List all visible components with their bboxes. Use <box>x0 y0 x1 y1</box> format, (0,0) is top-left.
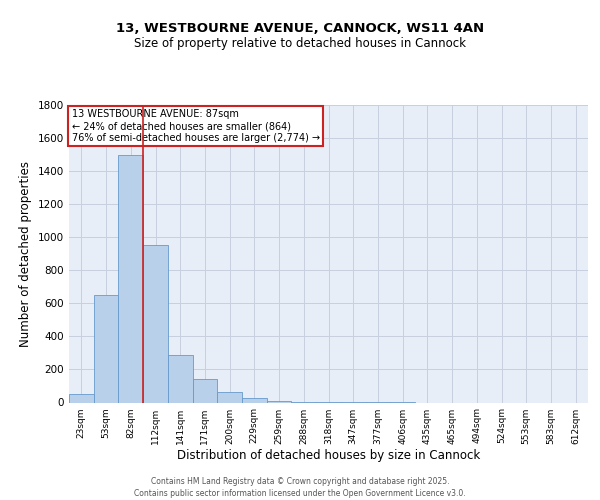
Bar <box>69 394 94 402</box>
Bar <box>94 295 118 403</box>
Text: Contains HM Land Registry data © Crown copyright and database right 2025.
Contai: Contains HM Land Registry data © Crown c… <box>134 476 466 498</box>
Y-axis label: Number of detached properties: Number of detached properties <box>19 161 32 347</box>
Bar <box>242 398 267 402</box>
X-axis label: Distribution of detached houses by size in Cannock: Distribution of detached houses by size … <box>177 450 480 462</box>
Text: 13 WESTBOURNE AVENUE: 87sqm
← 24% of detached houses are smaller (864)
76% of se: 13 WESTBOURNE AVENUE: 87sqm ← 24% of det… <box>71 110 320 142</box>
Bar <box>267 401 292 402</box>
Bar <box>168 354 193 403</box>
Bar <box>118 154 143 402</box>
Text: Size of property relative to detached houses in Cannock: Size of property relative to detached ho… <box>134 38 466 51</box>
Bar <box>143 246 168 402</box>
Bar <box>217 392 242 402</box>
Bar <box>193 380 217 402</box>
Text: 13, WESTBOURNE AVENUE, CANNOCK, WS11 4AN: 13, WESTBOURNE AVENUE, CANNOCK, WS11 4AN <box>116 22 484 36</box>
